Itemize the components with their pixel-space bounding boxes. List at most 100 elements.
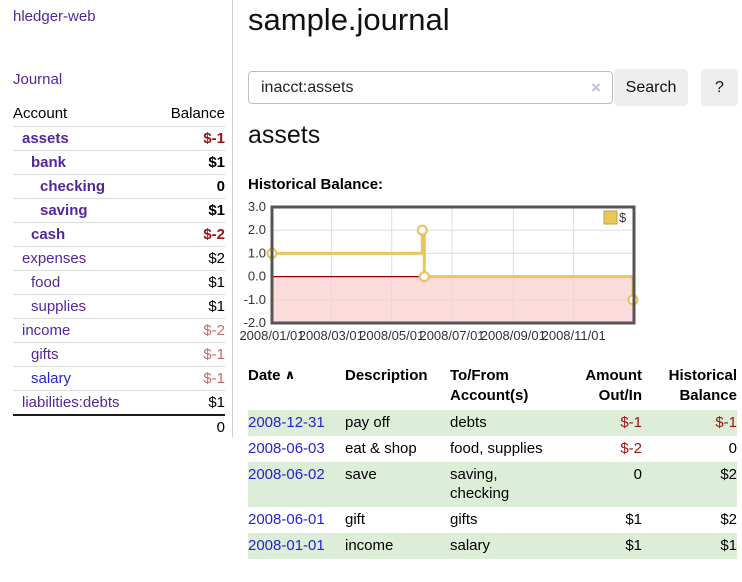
account-balance: $1 — [208, 274, 225, 291]
transaction-account: gifts — [450, 511, 478, 528]
chart-y-tick-label: -1.0 — [244, 292, 266, 307]
transaction-description: eat & shop — [345, 440, 417, 457]
register-row: 2008-01-01 income salary $1 $1 — [248, 533, 737, 559]
transaction-account: food, supplies — [450, 440, 543, 457]
chart-legend-label: $ — [619, 210, 627, 225]
transaction-account: salary — [450, 537, 491, 554]
sort-ascending-icon: ∧ — [284, 367, 296, 382]
register-header-description: Description — [345, 367, 428, 384]
transaction-date-link[interactable]: 2008-06-03 — [248, 440, 325, 457]
account-row: expenses $2 — [13, 246, 225, 271]
accounts-total-balance: 0 — [216, 419, 225, 436]
register-row: 2008-06-02 save saving, checking 0 $2 — [248, 462, 737, 507]
chart-x-tick-label: 2008/11/01 — [542, 328, 606, 343]
account-balance: $-2 — [203, 322, 225, 339]
account-link-bank[interactable]: bank — [31, 154, 67, 171]
transaction-amount: $1 — [625, 537, 642, 554]
accounts-header-account: Account — [13, 105, 68, 122]
account-balance: $1 — [208, 202, 225, 219]
chart-y-tick-label: 2.0 — [248, 222, 266, 237]
register-row: 2008-12-31 pay off debts $-1 $-1 — [248, 410, 737, 436]
register-header-date[interactable]: Date ∧ — [248, 363, 345, 410]
account-link-checking[interactable]: checking — [40, 178, 106, 195]
help-button[interactable]: ? — [701, 69, 738, 106]
transaction-balance: $-1 — [715, 414, 737, 431]
accounts-total-row: 0 — [13, 415, 225, 439]
accounts-table: Account Balance assets $-1 bank $1 check… — [13, 102, 225, 439]
transaction-description: save — [345, 466, 377, 483]
account-link-expenses[interactable]: expenses — [22, 250, 87, 267]
register-header-balance: Historical Balance — [668, 367, 737, 404]
account-balance: 0 — [216, 178, 225, 195]
account-balance: $-1 — [203, 346, 225, 363]
account-balance: $-1 — [203, 130, 225, 147]
account-link-supplies[interactable]: supplies — [31, 298, 87, 315]
account-link-salary[interactable]: salary — [31, 370, 72, 387]
account-link-gifts[interactable]: gifts — [31, 346, 59, 363]
transaction-description: gift — [345, 511, 366, 528]
search-button[interactable]: Search — [614, 69, 688, 106]
chart-legend-swatch — [603, 210, 618, 225]
account-balance: $1 — [208, 394, 225, 411]
transaction-account: debts — [450, 414, 487, 431]
transaction-account: saving, checking — [450, 466, 510, 502]
account-link-food[interactable]: food — [31, 274, 61, 291]
register-row: 2008-06-03 eat & shop food, supplies $-2… — [248, 436, 737, 462]
account-balance: $1 — [208, 154, 225, 171]
account-link-income[interactable]: income — [22, 322, 71, 339]
sidebar-item-journal[interactable]: Journal — [13, 71, 63, 88]
chart-x-tick-label: 2008/05/01 — [359, 328, 424, 343]
accounts-header-row: Account Balance — [13, 102, 225, 127]
app-brand-link[interactable]: hledger-web — [13, 8, 96, 25]
transaction-description: income — [345, 537, 394, 554]
account-balance: $-2 — [203, 226, 225, 243]
transaction-description: pay off — [345, 414, 390, 431]
account-link-assets[interactable]: assets — [22, 130, 69, 147]
clear-search-icon[interactable]: × — [591, 78, 601, 97]
account-link-cash[interactable]: cash — [31, 226, 66, 243]
register-table: Date ∧ Description To/From Account(s) Am… — [248, 363, 737, 559]
account-row: assets $-1 — [13, 126, 225, 151]
account-link-liabilities-debts[interactable]: liabilities:debts — [22, 394, 120, 411]
chart-point-marker — [418, 270, 430, 283]
transaction-date-link[interactable]: 2008-06-01 — [248, 511, 325, 528]
transaction-date-link[interactable]: 2008-12-31 — [248, 414, 325, 431]
register-row: 2008-06-01 gift gifts $1 $2 — [248, 507, 737, 533]
transaction-balance: $2 — [720, 466, 737, 483]
search-input[interactable] — [248, 71, 613, 104]
chart-y-tick-label: 1.0 — [248, 245, 266, 260]
transaction-date-link[interactable]: 2008-01-01 — [248, 537, 325, 554]
account-balance: $-1 — [203, 370, 225, 387]
register-header-account: To/From Account(s) — [450, 367, 529, 404]
account-row: supplies $1 — [13, 294, 225, 319]
chart-y-tick-label: 3.0 — [248, 199, 266, 214]
transaction-amount: $-2 — [620, 440, 642, 457]
account-balance: $1 — [208, 298, 225, 315]
chart-y-tick-label: 0.0 — [248, 269, 266, 284]
date-header-label: Date — [248, 367, 281, 384]
account-row: food $1 — [13, 270, 225, 295]
account-row: cash $-2 — [13, 222, 225, 247]
chart-x-tick-label: 2008/01/01 — [239, 328, 304, 343]
register-header-amount: Amount Out/In — [585, 367, 642, 404]
account-heading: assets — [248, 121, 321, 149]
transaction-amount: 0 — [633, 466, 642, 483]
balance-chart: 3.0 2.0 1.0 0.0 -1.0 -2.02008/01/012008/03/01… — [239, 199, 639, 343]
page-title: sample.journal — [248, 2, 450, 37]
chart-point-marker — [416, 224, 428, 236]
chart-y-tick-label: -2.0 — [244, 315, 266, 330]
account-row: income $-2 — [13, 318, 225, 343]
account-row: checking 0 — [13, 174, 225, 199]
transaction-amount: $1 — [625, 511, 642, 528]
register-header-row: Date ∧ Description To/From Account(s) Am… — [248, 363, 737, 410]
transaction-amount: $-1 — [620, 414, 642, 431]
transaction-balance: $1 — [720, 537, 737, 554]
transaction-date-link[interactable]: 2008-06-02 — [248, 466, 325, 483]
chart-border — [270, 205, 636, 325]
account-row: liabilities:debts $1 — [13, 390, 225, 416]
account-row: salary $-1 — [13, 366, 225, 391]
chart-x-tick-label: 2008/09/01 — [481, 328, 546, 343]
account-link-saving[interactable]: saving — [40, 202, 88, 219]
transaction-balance: 0 — [728, 440, 737, 457]
accounts-header-balance: Balance — [170, 105, 225, 122]
